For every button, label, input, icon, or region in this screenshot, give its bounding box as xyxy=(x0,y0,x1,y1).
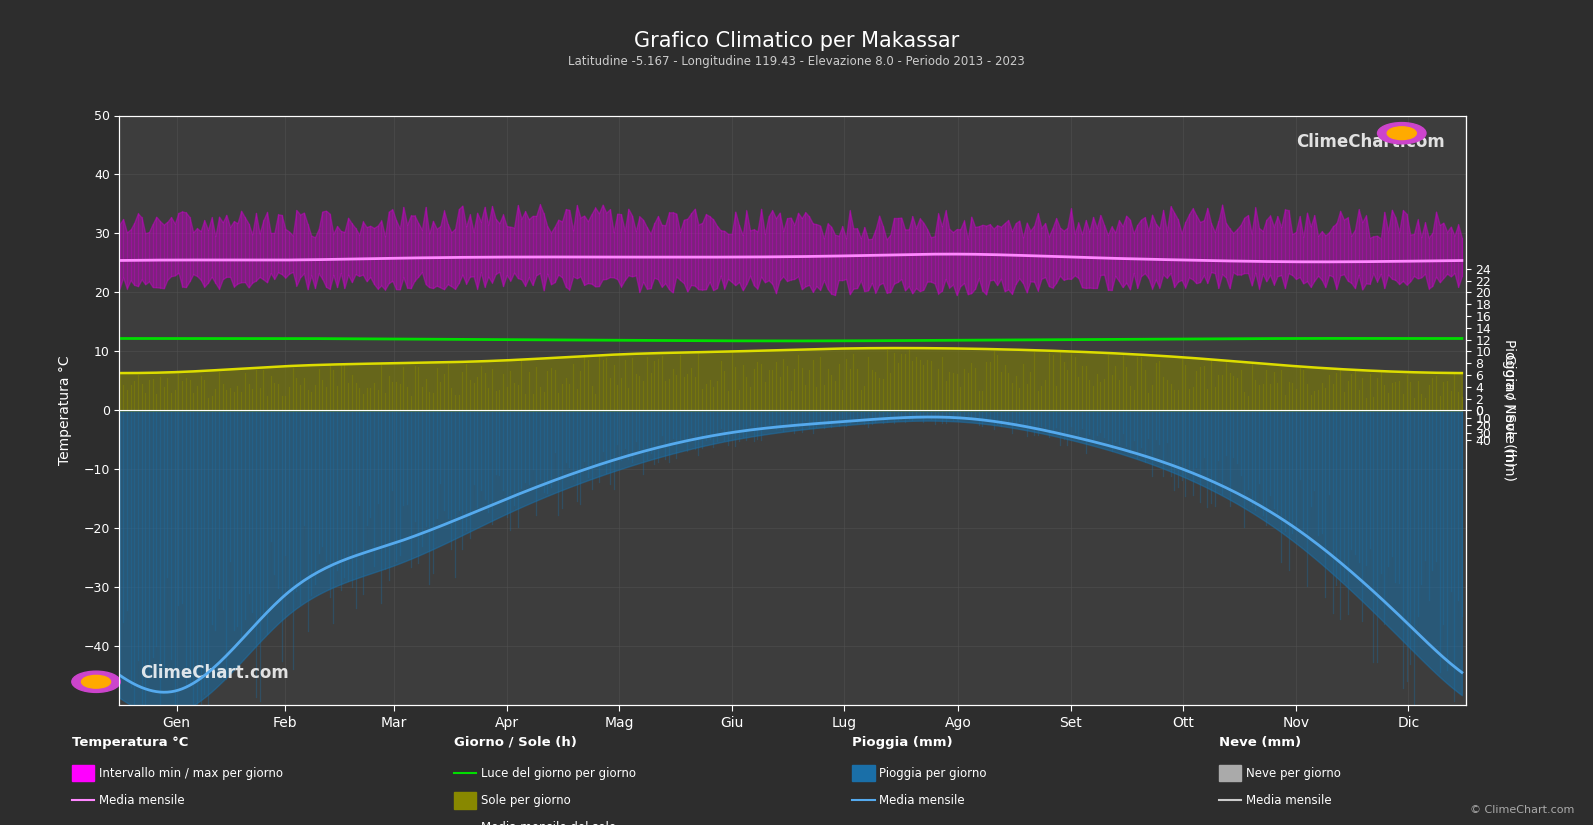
Text: Luce del giorno per giorno: Luce del giorno per giorno xyxy=(481,766,636,780)
Y-axis label: Pioggia / Neve (mm): Pioggia / Neve (mm) xyxy=(1502,339,1517,482)
Text: Neve per giorno: Neve per giorno xyxy=(1246,766,1341,780)
Text: Intervallo min / max per giorno: Intervallo min / max per giorno xyxy=(99,766,284,780)
Circle shape xyxy=(81,676,110,688)
Text: Pioggia (mm): Pioggia (mm) xyxy=(852,736,953,749)
Text: Media mensile: Media mensile xyxy=(1246,794,1332,807)
Text: © ClimeChart.com: © ClimeChart.com xyxy=(1469,805,1574,815)
Text: Sole per giorno: Sole per giorno xyxy=(481,794,570,807)
Text: Temperatura °C: Temperatura °C xyxy=(72,736,188,749)
Text: Media mensile: Media mensile xyxy=(879,794,965,807)
Circle shape xyxy=(1388,127,1416,139)
Y-axis label: Giorno / Sole (h): Giorno / Sole (h) xyxy=(1502,354,1517,467)
Text: ClimeChart.com: ClimeChart.com xyxy=(140,664,288,681)
Text: Grafico Climatico per Makassar: Grafico Climatico per Makassar xyxy=(634,31,959,50)
Text: ClimeChart.com: ClimeChart.com xyxy=(1297,133,1445,151)
Text: Latitudine -5.167 - Longitudine 119.43 - Elevazione 8.0 - Periodo 2013 - 2023: Latitudine -5.167 - Longitudine 119.43 -… xyxy=(569,55,1024,68)
Circle shape xyxy=(1378,123,1426,144)
Text: Media mensile: Media mensile xyxy=(99,794,185,807)
Text: Pioggia per giorno: Pioggia per giorno xyxy=(879,766,986,780)
Text: Giorno / Sole (h): Giorno / Sole (h) xyxy=(454,736,577,749)
Y-axis label: Temperatura °C: Temperatura °C xyxy=(59,356,72,465)
Circle shape xyxy=(72,672,121,692)
Text: Media mensile del sole: Media mensile del sole xyxy=(481,821,616,825)
Text: Neve (mm): Neve (mm) xyxy=(1219,736,1301,749)
